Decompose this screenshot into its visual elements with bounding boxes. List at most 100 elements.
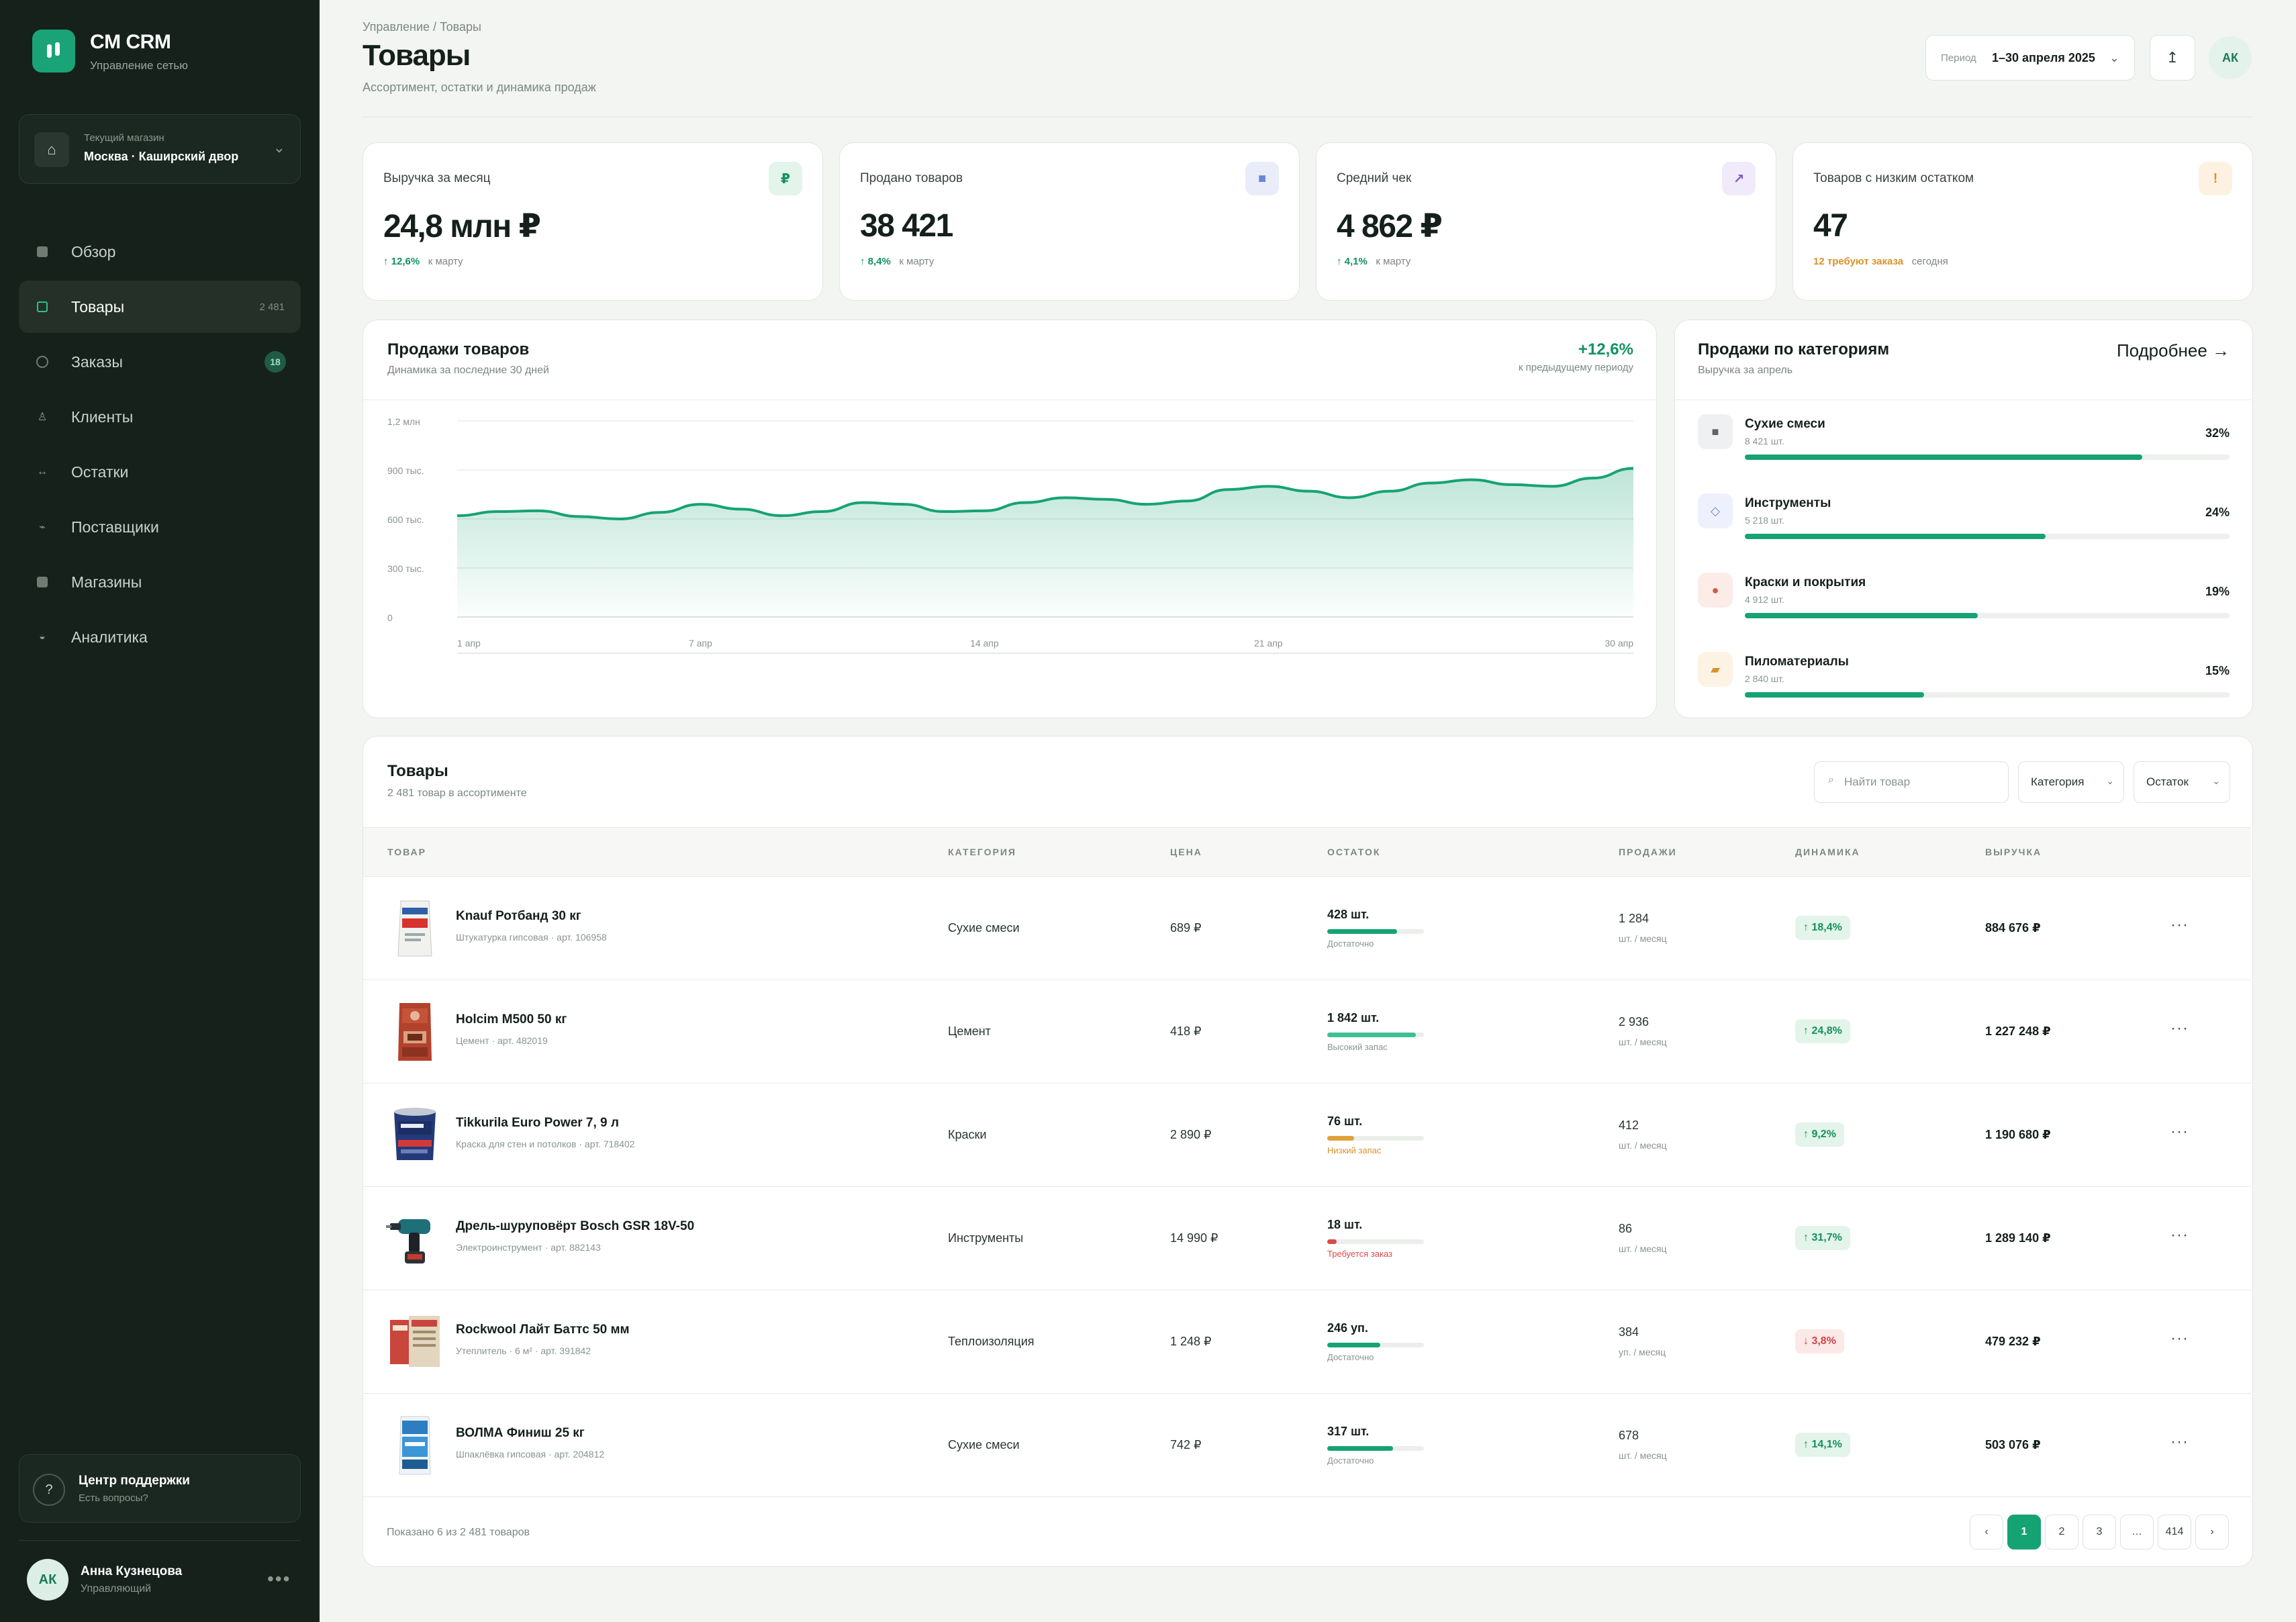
arrow-up-icon: ↑	[1337, 256, 1345, 267]
page-button[interactable]: 414	[2158, 1515, 2191, 1549]
column-header[interactable]: ОСТАТОК	[1327, 847, 1381, 857]
sidebar-item-analytics[interactable]: ◒ Аналитика	[19, 611, 301, 663]
column-header[interactable]: КАТЕГОРИЯ	[948, 847, 1016, 857]
product-meta: Шпаклёвка гипсовая · арт. 204812	[456, 1449, 605, 1460]
table-row[interactable]: Rockwool Лайт Баттс 50 мм Утеплитель · 6…	[363, 1290, 2251, 1394]
page-button[interactable]: 2	[2045, 1515, 2078, 1549]
y-tick-label: 0	[387, 612, 393, 623]
column-header[interactable]: ЦЕНА	[1170, 847, 1202, 857]
period-selector[interactable]: Период 1–30 апреля 2025 ⌄	[1925, 35, 2135, 81]
category-percent: 24%	[2205, 506, 2230, 519]
more-options-icon[interactable]: ···	[2170, 1123, 2189, 1141]
search-field[interactable]	[1844, 771, 1999, 793]
more-link[interactable]: Подробнее →	[2116, 340, 2230, 361]
search-input[interactable]: ⌕	[1814, 761, 2009, 803]
category-qty: 4 912 шт.	[1745, 594, 1784, 605]
sidebar-item-overview[interactable]: Обзор	[19, 226, 301, 278]
table-row[interactable]: Tikkurila Euro Power 7, 9 л Краска для с…	[363, 1084, 2251, 1187]
product-stock: 428 шт.	[1327, 908, 1370, 921]
table-row[interactable]: Holcim M500 50 кг Цемент · арт. 482019 Ц…	[363, 980, 2251, 1084]
product-name[interactable]: Rockwool Лайт Баттс 50 мм	[456, 1323, 630, 1337]
product-sales: 1 284	[1619, 912, 1649, 925]
avatar[interactable]: АК	[27, 1559, 68, 1601]
sidebar-item-stores[interactable]: Магазины	[19, 556, 301, 608]
products-subtitle: 2 481 товар в ассортименте	[387, 788, 527, 799]
table-row[interactable]: Дрель-шуруповёрт Bosch GSR 18V-50 Электр…	[363, 1187, 2251, 1290]
product-name[interactable]: Дрель-шуруповёрт Bosch GSR 18V-50	[456, 1219, 695, 1233]
product-price: 689 ₽	[1170, 921, 1202, 935]
x-tick-label: 21 апр	[1254, 638, 1283, 649]
product-name[interactable]: Knauf Ротбанд 30 кг	[456, 909, 581, 923]
product-stock: 18 шт.	[1327, 1218, 1363, 1231]
more-options-icon[interactable]: ···	[2170, 1019, 2189, 1037]
sidebar-item-orders[interactable]: Заказы 18	[19, 336, 301, 388]
store-value: Москва · Каширский двор	[84, 150, 239, 163]
export-button[interactable]: ↥	[2150, 35, 2195, 81]
chevron-down-icon: ⌄	[2109, 50, 2119, 64]
categories-subtitle: Выручка за апрель	[1698, 365, 1793, 376]
store-selector[interactable]: ⌂ Текущий магазин Москва · Каширский дво…	[19, 114, 301, 184]
prev-page-button[interactable]: ‹	[1970, 1515, 2003, 1549]
category-name: Пиломатериалы	[1745, 655, 1849, 669]
box-icon	[36, 301, 48, 313]
sidebar-item-products[interactable]: Товары 2 481	[19, 281, 301, 333]
product-stock: 317 шт.	[1327, 1425, 1370, 1438]
page-button[interactable]: …	[2120, 1515, 2154, 1549]
table-footer-text: Показано 6 из 2 481 товаров	[387, 1527, 530, 1538]
stock-bar	[1327, 1033, 1424, 1037]
filter-label: Категория	[2031, 775, 2085, 788]
sales-area-fill	[457, 468, 1633, 626]
table-row[interactable]: Knauf Ротбанд 30 кг Штукатурка гипсовая …	[363, 877, 2251, 980]
product-name[interactable]: ВОЛМА Финиш 25 кг	[456, 1426, 585, 1440]
product-revenue: 884 676 ₽	[1985, 921, 2041, 935]
more-options-icon[interactable]: ···	[2170, 1226, 2189, 1244]
product-sales: 2 936	[1619, 1015, 1649, 1029]
stock-filter[interactable]: Остаток ⌄	[2134, 761, 2230, 803]
more-options-icon[interactable]: ···	[2170, 916, 2189, 934]
product-revenue: 479 232 ₽	[1985, 1335, 2041, 1348]
product-price: 742 ₽	[1170, 1438, 1202, 1451]
column-header[interactable]: ПРОДАЖИ	[1619, 847, 1677, 857]
category-qty: 2 840 шт.	[1745, 673, 1784, 684]
stock-status: Высокий запас	[1327, 1042, 1388, 1052]
divider	[363, 399, 1656, 400]
chart-title: Продажи товаров	[387, 340, 530, 359]
page-button[interactable]: 3	[2083, 1515, 2116, 1549]
user-role: Управляющий	[81, 1583, 152, 1594]
column-header[interactable]: ТОВАР	[387, 847, 426, 857]
arrow-up-icon: ↑	[860, 256, 868, 267]
store-icon	[36, 576, 48, 588]
more-options-icon[interactable]: ···	[2170, 1329, 2189, 1347]
stock-bar-fill	[1327, 1446, 1393, 1451]
avatar[interactable]: АК	[2209, 36, 2252, 79]
kpi-value: 38 421	[860, 208, 953, 244]
sidebar-item-label: Остатки	[71, 463, 129, 481]
category-filter[interactable]: Категория ⌄	[2018, 761, 2124, 803]
category-icon: ■	[1698, 414, 1733, 449]
sidebar-item-suppliers[interactable]: ⌁ Поставщики	[19, 501, 301, 553]
product-name[interactable]: Holcim M500 50 кг	[456, 1012, 567, 1027]
column-header[interactable]: ВЫРУЧКА	[1985, 847, 2042, 857]
y-tick-label: 300 тыс.	[387, 563, 424, 574]
breadcrumb[interactable]: Управление / Товары	[363, 20, 481, 34]
sidebar-item-clients[interactable]: ♙ Клиенты	[19, 391, 301, 443]
next-page-button[interactable]: ›	[2195, 1515, 2229, 1549]
category-percent: 32%	[2205, 426, 2230, 440]
product-category: Сухие смеси	[948, 1438, 1020, 1451]
page-button[interactable]: 1	[2007, 1515, 2041, 1549]
more-options-icon[interactable]: •••	[267, 1568, 291, 1589]
table-row[interactable]: ВОЛМА Финиш 25 кг Шпаклёвка гипсовая · а…	[363, 1394, 2251, 1497]
filter-label: Остаток	[2146, 775, 2189, 788]
more-options-icon[interactable]: ···	[2170, 1433, 2189, 1451]
support-center[interactable]: ? Центр поддержки Есть вопросы?	[19, 1454, 301, 1523]
period-value: 1–30 апреля 2025	[1992, 50, 2095, 64]
home-icon: ⌂	[34, 132, 69, 167]
product-name[interactable]: Tikkurila Euro Power 7, 9 л	[456, 1116, 619, 1130]
user-name: Анна Кузнецова	[81, 1564, 183, 1578]
sidebar-item-stock[interactable]: ↔ Остатки	[19, 446, 301, 498]
stock-bar	[1327, 1343, 1424, 1347]
kpi-delta-row: ↑ 8,4% к марту	[860, 256, 934, 267]
kpi-delta-note: к марту	[1376, 256, 1411, 267]
table-header: ТОВАР КАТЕГОРИЯ ЦЕНА ОСТАТОК ПРОДАЖИ ДИН…	[363, 827, 2251, 877]
column-header[interactable]: ДИНАМИКА	[1795, 847, 1860, 857]
